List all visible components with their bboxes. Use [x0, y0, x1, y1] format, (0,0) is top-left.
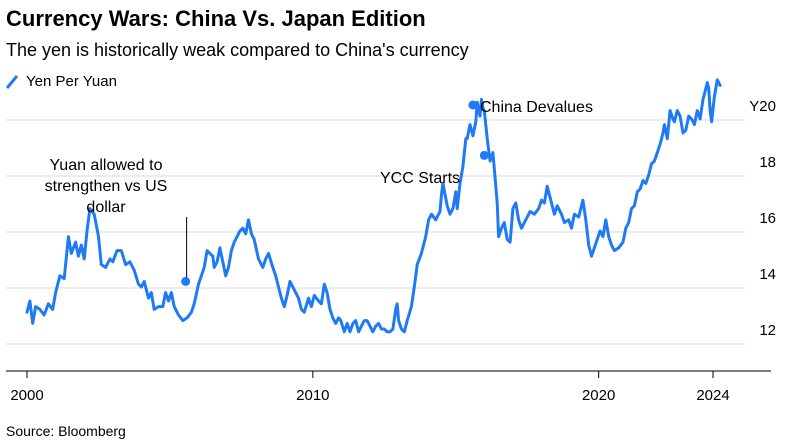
annotation-marker — [479, 150, 489, 160]
legend-label: Yen Per Yuan — [26, 73, 117, 90]
x-tick-label: 2000 — [10, 387, 43, 404]
y-tick-label: 16 — [759, 210, 776, 227]
annotation-text-line: strengthen vs US — [45, 178, 168, 195]
annotation-text-line: YCC Starts — [380, 170, 460, 187]
annotation-text-line: China Devalues — [480, 99, 593, 116]
annotation-text-line: Yuan allowed to — [50, 157, 163, 174]
x-tick-label: 2020 — [582, 387, 615, 404]
chart-legend: Yen Per Yuan — [6, 73, 117, 90]
chart-subtitle: The yen is historically weak compared to… — [6, 40, 469, 60]
annotation-text-line: dollar — [86, 199, 126, 216]
annotation-marker — [468, 100, 478, 110]
x-tick-label: 2024 — [696, 387, 729, 404]
y-tick-label: Y20 — [749, 98, 776, 115]
x-tick-label: 2010 — [296, 387, 329, 404]
series-line — [25, 78, 722, 334]
annotation-marker — [181, 276, 191, 286]
legend-line-icon — [6, 74, 18, 89]
source-note: Source: Bloomberg — [6, 423, 126, 439]
chart-title: Currency Wars: China Vs. Japan Edition — [6, 6, 426, 31]
y-tick-label: 14 — [759, 266, 776, 283]
y-tick-label: 12 — [759, 322, 776, 339]
y-tick-label: 18 — [759, 154, 776, 171]
